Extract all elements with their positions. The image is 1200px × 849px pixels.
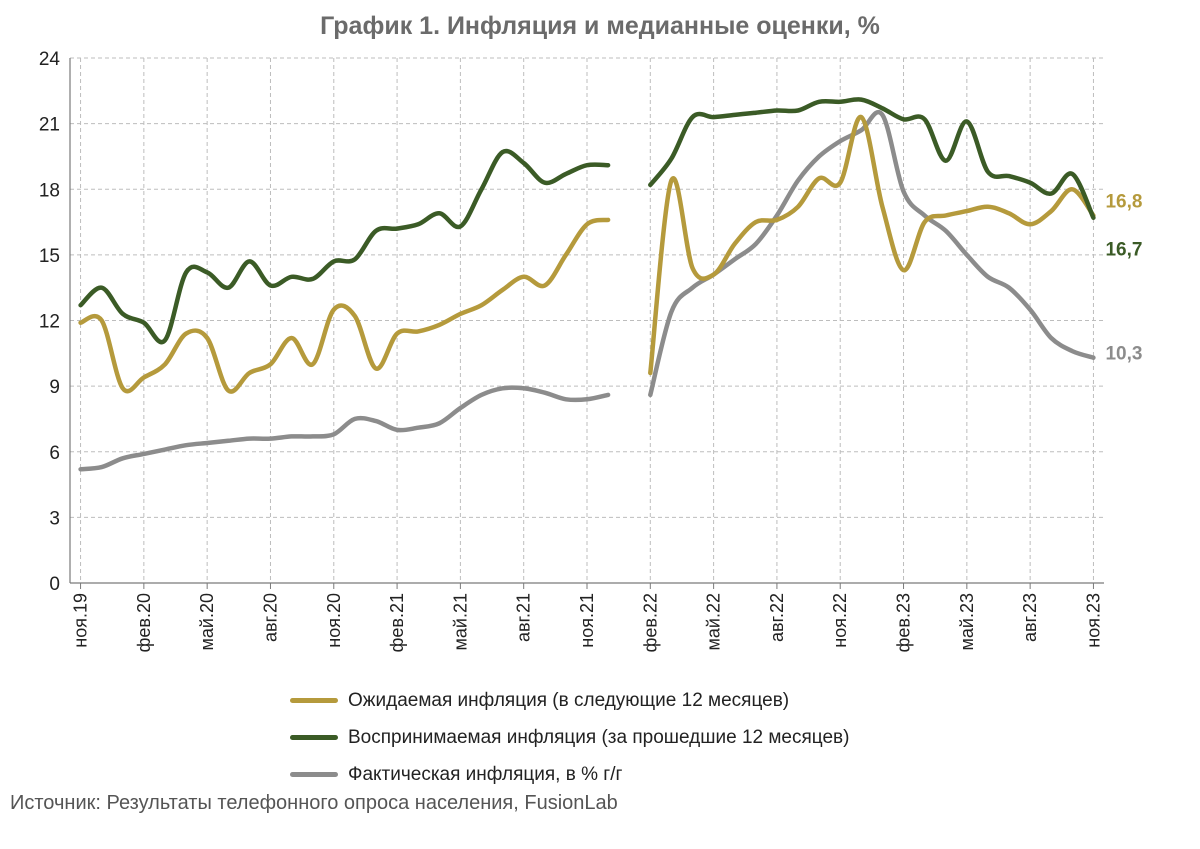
end-labels: 16,8 16,7 10,3	[1105, 192, 1142, 365]
end-label-expected: 16,8	[1105, 192, 1142, 213]
y-tick-label: 12	[39, 312, 60, 333]
gridlines	[70, 57, 1104, 583]
y-tick-label: 9	[49, 377, 60, 398]
legend-swatch-actual	[290, 772, 338, 777]
y-tick-label: 3	[49, 508, 60, 529]
legend-item-perceived: Воспринимаемая инфляция (за прошедшие 12…	[290, 719, 849, 756]
legend-swatch-expected	[290, 698, 338, 703]
legend-item-expected: Ожидаемая инфляция (в следующие 12 месяц…	[290, 682, 849, 719]
x-tick-label: авг.21	[514, 593, 534, 642]
x-tick-label: май.21	[450, 593, 470, 650]
legend-label-actual: Фактическая инфляция, в % г/г	[348, 763, 623, 785]
source-note: Источник: Результаты телефонного опроса …	[10, 792, 618, 814]
legend-label-expected: Ожидаемая инфляция (в следующие 12 месяц…	[348, 689, 790, 711]
y-tick-label: 0	[49, 574, 60, 595]
x-tick-label: фев.21	[387, 593, 407, 652]
x-tick-label: май.23	[957, 593, 977, 650]
x-tick-label: фев.22	[640, 593, 660, 652]
y-tick-label: 6	[49, 443, 60, 464]
x-tick-label: ноя.21	[577, 593, 597, 648]
x-tick-label: май.22	[704, 593, 724, 650]
legend: Ожидаемая инфляция (в следующие 12 месяц…	[290, 682, 849, 793]
x-tick-label: фев.23	[894, 593, 914, 652]
axes: 0 3 6 9 12 15 18 21 24 ноя.19 фев.20 май.20 авг.20 но…	[39, 49, 1104, 652]
series-line-perceived	[78, 148, 611, 345]
x-tick-label: авг.22	[767, 593, 787, 642]
y-tick-label: 24	[39, 49, 61, 70]
x-tick-label: ноя.20	[324, 593, 344, 648]
x-tick-label: май.20	[197, 593, 217, 650]
y-tick-label: 18	[39, 180, 60, 201]
x-tick-label: ноя.23	[1083, 593, 1103, 648]
legend-label-perceived: Воспринимаемая инфляция (за прошедшие 12…	[348, 726, 850, 748]
x-tick-label: фев.20	[134, 593, 154, 652]
chart-title: График 1. Инфляция и медианные оценки, %	[320, 12, 880, 40]
series-line-expected	[78, 217, 611, 394]
series-line-actual	[78, 385, 611, 472]
x-tick-label: авг.23	[1020, 593, 1040, 642]
end-label-actual: 10,3	[1105, 344, 1142, 365]
series-lines	[78, 97, 1096, 472]
series-line-perceived	[648, 97, 1096, 220]
y-tick-label: 15	[39, 246, 60, 267]
x-tick-label: ноя.22	[830, 593, 850, 648]
y-tick-label: 21	[39, 115, 60, 136]
x-tick-label: ноя.19	[71, 593, 91, 648]
x-tick-label: авг.20	[260, 593, 280, 642]
series-line-expected	[648, 114, 1096, 376]
legend-item-actual: Фактическая инфляция, в % г/г	[290, 756, 849, 793]
legend-swatch-perceived	[290, 735, 338, 740]
end-label-perceived: 16,7	[1105, 240, 1142, 261]
